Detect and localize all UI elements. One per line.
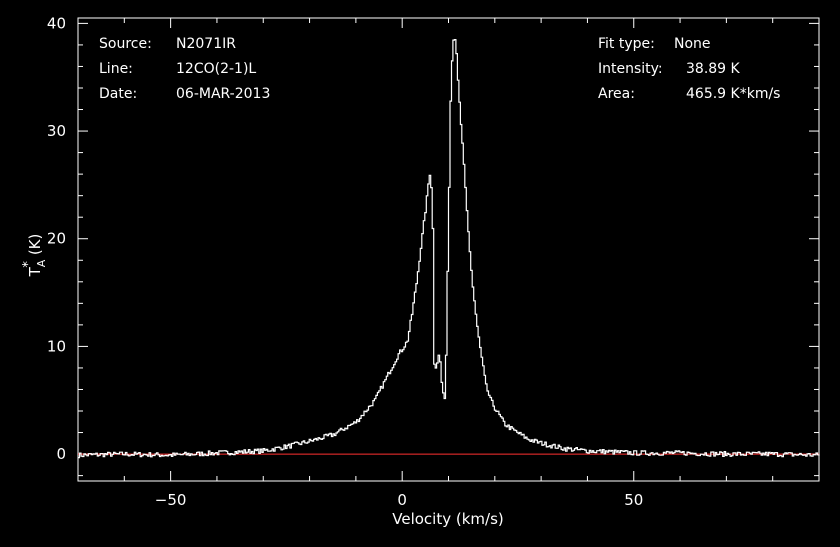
intensity-value: 38.89 K [686,61,740,77]
y-axis-label-sub: A [35,259,48,267]
spectrum-line [78,39,820,459]
y-axis-label: TA* (K) [21,234,48,278]
intensity-label: Intensity: [598,61,663,77]
y-tick-label: 20 [47,230,66,248]
y-axis-label-unit: (K) [26,234,44,256]
date-value: 06-MAR-2013 [176,86,271,102]
line-value: 12CO(2-1)L [176,61,257,77]
y-tick-label: 30 [47,122,66,140]
x-tick-label: 0 [397,491,407,509]
y-axis-label-t: T [26,266,44,277]
x-tick-label: −50 [155,491,187,509]
svg-text:TA*(K): TA* (K) [21,234,48,278]
fit-type-value: None [674,36,711,52]
date-label: Date: [99,86,138,102]
y-tick-label: 40 [47,14,66,32]
x-axis-label: Velocity (km/s) [392,510,503,528]
line-label: Line: [99,61,133,77]
y-tick-label: 0 [56,445,66,463]
axis-ticks: −50 0 50 0 10 20 30 40 [47,14,820,509]
y-tick-label: 10 [47,337,66,355]
area-value: 465.9 K*km/s [686,86,781,102]
x-tick-label: 50 [624,491,643,509]
y-axis-label-star: * [21,261,36,268]
source-value: N2071IR [176,36,236,52]
fit-type-label: Fit type: [598,36,655,52]
area-label: Area: [598,86,635,102]
source-label: Source: [99,36,152,52]
